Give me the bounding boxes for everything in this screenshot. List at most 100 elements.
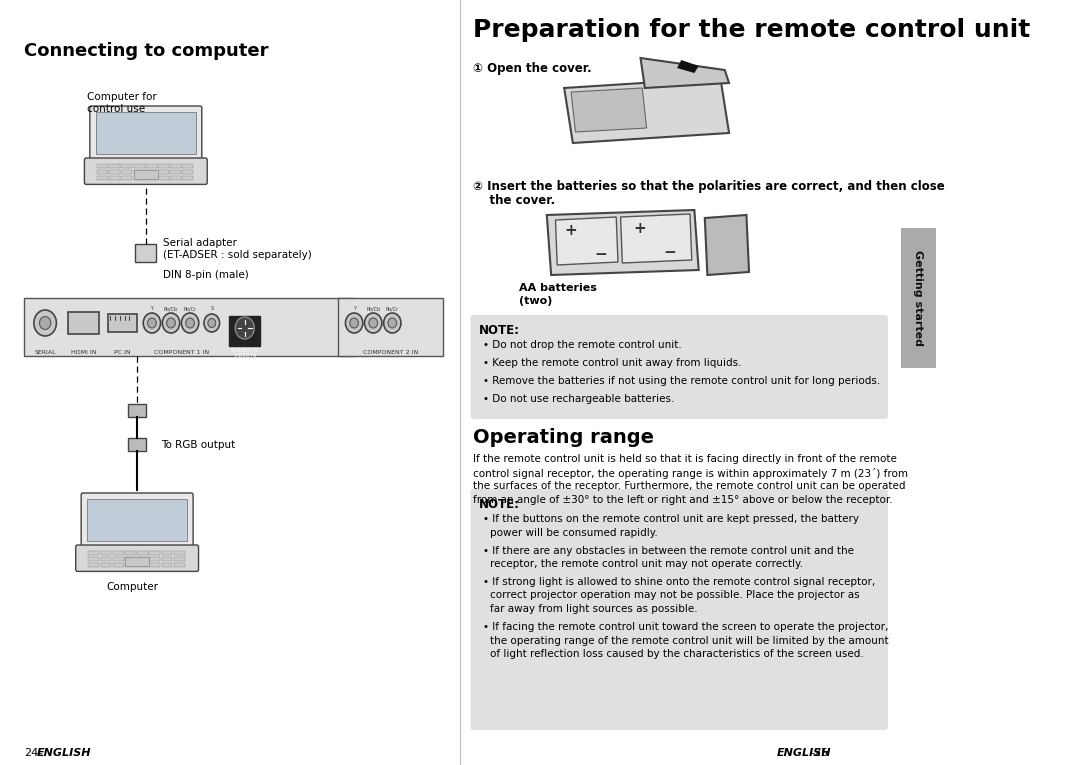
Bar xyxy=(121,170,133,174)
Text: -25: -25 xyxy=(811,748,828,758)
Polygon shape xyxy=(705,215,750,275)
Bar xyxy=(149,563,160,567)
Text: Pb/Cr: Pb/Cr xyxy=(184,306,197,311)
Bar xyxy=(174,557,185,561)
Text: Y: Y xyxy=(150,306,153,311)
Bar xyxy=(112,551,123,555)
Text: control signal receptor, the operating range is within approximately 7 m (23´) f: control signal receptor, the operating r… xyxy=(473,467,908,478)
Text: SERIAL: SERIAL xyxy=(35,350,56,355)
Text: Preparation for the remote control unit: Preparation for the remote control unit xyxy=(473,18,1030,42)
Bar xyxy=(137,557,148,561)
Text: from an angle of ±30° to the left or right and ±15° above or below the receptor.: from an angle of ±30° to the left or rig… xyxy=(473,494,893,504)
Text: Computer: Computer xyxy=(106,582,158,592)
Bar xyxy=(97,164,108,168)
Bar xyxy=(171,176,181,180)
Text: Serial adapter
(ET-ADSER : sold separately): Serial adapter (ET-ADSER : sold separate… xyxy=(163,238,312,259)
Bar xyxy=(100,563,111,567)
Bar xyxy=(108,314,137,332)
FancyBboxPatch shape xyxy=(90,106,202,162)
Bar xyxy=(89,557,99,561)
Bar xyxy=(25,298,354,356)
Bar xyxy=(109,164,120,168)
Circle shape xyxy=(388,318,396,328)
Bar xyxy=(149,557,160,561)
Text: correct projector operation may not be possible. Place the projector as: correct projector operation may not be p… xyxy=(490,591,860,601)
Circle shape xyxy=(235,317,254,339)
Text: 24-: 24- xyxy=(25,748,42,758)
Bar xyxy=(121,164,133,168)
Text: • If the buttons on the remote control unit are kept pressed, the battery: • If the buttons on the remote control u… xyxy=(484,514,860,524)
Text: PC IN: PC IN xyxy=(114,350,131,355)
Text: NOTE:: NOTE: xyxy=(480,498,521,511)
Text: the operating range of the remote control unit will be limited by the amount: the operating range of the remote contro… xyxy=(490,636,889,646)
Bar xyxy=(171,170,181,174)
Circle shape xyxy=(33,310,56,336)
Polygon shape xyxy=(640,58,729,88)
Text: Pb/Cb: Pb/Cb xyxy=(164,306,178,311)
FancyBboxPatch shape xyxy=(81,493,193,549)
Circle shape xyxy=(40,317,51,330)
Text: • Keep the remote control unit away from liquids.: • Keep the remote control unit away from… xyxy=(484,358,742,368)
Bar xyxy=(137,563,148,567)
Bar xyxy=(229,316,260,346)
Bar xyxy=(146,170,157,174)
Bar xyxy=(100,557,111,561)
Bar xyxy=(129,404,146,417)
Bar xyxy=(125,557,136,561)
Bar xyxy=(97,176,108,180)
Bar xyxy=(162,557,173,561)
Bar xyxy=(174,551,185,555)
Bar xyxy=(89,551,99,555)
Text: −: − xyxy=(664,245,676,259)
Bar xyxy=(97,170,108,174)
Bar xyxy=(134,171,158,180)
Polygon shape xyxy=(555,217,618,265)
Bar xyxy=(183,170,193,174)
Text: ② Insert the batteries so that the polarities are correct, and then close: ② Insert the batteries so that the polar… xyxy=(473,180,945,193)
Text: DIN 8-pin (male): DIN 8-pin (male) xyxy=(163,270,248,280)
Text: S-VIDEO IN: S-VIDEO IN xyxy=(231,348,258,353)
Bar xyxy=(134,176,145,180)
Text: AA batteries: AA batteries xyxy=(519,283,597,293)
Text: COMPONENT 2 IN: COMPONENT 2 IN xyxy=(363,350,418,355)
Text: S: S xyxy=(211,306,214,311)
Text: • If strong light is allowed to shine onto the remote control signal receptor,: • If strong light is allowed to shine on… xyxy=(484,577,876,587)
Text: far away from light sources as possible.: far away from light sources as possible. xyxy=(490,604,698,614)
Text: ENGLISH: ENGLISH xyxy=(777,748,832,758)
Bar xyxy=(134,170,145,174)
Text: the cover.: the cover. xyxy=(473,194,555,207)
Circle shape xyxy=(181,313,199,333)
Text: VIDEO IN: VIDEO IN xyxy=(233,353,256,358)
Bar xyxy=(137,551,148,555)
Text: −: − xyxy=(594,246,607,262)
Polygon shape xyxy=(571,88,647,132)
Text: Pb/Cr: Pb/Cr xyxy=(386,306,399,311)
Text: Computer for
control use: Computer for control use xyxy=(86,92,157,113)
Text: ENGLISH: ENGLISH xyxy=(37,748,91,758)
Bar xyxy=(183,176,193,180)
FancyBboxPatch shape xyxy=(135,244,157,262)
Bar xyxy=(89,563,99,567)
Text: power will be consumed rapidly.: power will be consumed rapidly. xyxy=(490,528,658,538)
Circle shape xyxy=(186,318,194,328)
Bar xyxy=(129,438,146,451)
Text: Pb/Cb: Pb/Cb xyxy=(366,306,380,311)
Circle shape xyxy=(166,318,175,328)
Bar xyxy=(112,563,123,567)
Bar xyxy=(109,170,120,174)
Circle shape xyxy=(365,313,382,333)
Text: COMPONENT 1 IN: COMPONENT 1 IN xyxy=(153,350,208,355)
Bar xyxy=(162,551,173,555)
Circle shape xyxy=(148,318,157,328)
Text: ① Open the cover.: ① Open the cover. xyxy=(473,62,592,75)
Text: • Do not use rechargeable batteries.: • Do not use rechargeable batteries. xyxy=(484,394,675,404)
Bar xyxy=(174,563,185,567)
Bar xyxy=(146,176,157,180)
Text: +: + xyxy=(565,223,578,237)
Text: To RGB output: To RGB output xyxy=(161,440,234,450)
Bar xyxy=(109,176,120,180)
Text: • Do not drop the remote control unit.: • Do not drop the remote control unit. xyxy=(484,340,683,350)
Circle shape xyxy=(204,314,219,332)
Circle shape xyxy=(369,318,378,328)
FancyBboxPatch shape xyxy=(471,315,888,419)
